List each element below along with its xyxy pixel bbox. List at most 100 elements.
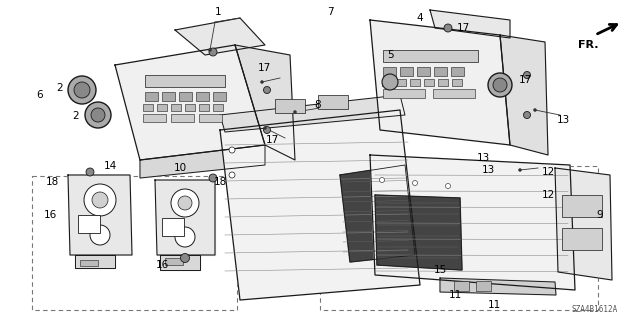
Bar bbox=[162, 92, 175, 101]
Bar bbox=[171, 114, 194, 122]
Circle shape bbox=[209, 48, 217, 56]
Text: 18: 18 bbox=[213, 177, 227, 187]
Text: 16: 16 bbox=[156, 260, 168, 270]
Polygon shape bbox=[68, 175, 132, 255]
Polygon shape bbox=[375, 195, 462, 270]
Bar bbox=[383, 50, 478, 62]
Circle shape bbox=[92, 192, 108, 208]
Polygon shape bbox=[220, 95, 405, 132]
Circle shape bbox=[209, 49, 211, 52]
Circle shape bbox=[68, 76, 96, 104]
Bar bbox=[145, 92, 158, 101]
Circle shape bbox=[382, 74, 398, 90]
Circle shape bbox=[209, 174, 217, 182]
Text: 4: 4 bbox=[417, 13, 423, 23]
Circle shape bbox=[175, 227, 195, 247]
Bar bbox=[157, 104, 167, 111]
Circle shape bbox=[493, 78, 507, 92]
Text: 10: 10 bbox=[173, 163, 187, 173]
Bar bbox=[476, 281, 491, 291]
Text: 1: 1 bbox=[214, 7, 221, 17]
Polygon shape bbox=[500, 35, 548, 155]
Text: 11: 11 bbox=[488, 300, 500, 310]
Bar bbox=[185, 104, 195, 111]
Bar bbox=[562, 195, 602, 217]
Circle shape bbox=[264, 126, 271, 133]
Bar bbox=[410, 79, 420, 86]
Bar bbox=[165, 258, 183, 265]
Bar bbox=[433, 89, 475, 98]
Bar bbox=[454, 281, 469, 291]
Text: 12: 12 bbox=[541, 190, 555, 200]
Polygon shape bbox=[220, 110, 420, 300]
Circle shape bbox=[264, 126, 266, 130]
Bar bbox=[562, 228, 602, 250]
Bar bbox=[143, 114, 166, 122]
Bar bbox=[275, 99, 305, 113]
Text: 17: 17 bbox=[456, 23, 470, 33]
Circle shape bbox=[90, 225, 110, 245]
Circle shape bbox=[518, 169, 522, 172]
Text: 14: 14 bbox=[104, 161, 116, 171]
Text: 13: 13 bbox=[481, 165, 495, 175]
Bar bbox=[452, 79, 462, 86]
Circle shape bbox=[524, 71, 531, 78]
Bar bbox=[171, 104, 181, 111]
Bar bbox=[199, 114, 222, 122]
Bar bbox=[196, 92, 209, 101]
Circle shape bbox=[91, 108, 105, 122]
Circle shape bbox=[445, 183, 451, 188]
Circle shape bbox=[229, 172, 235, 178]
Bar bbox=[80, 260, 98, 266]
Bar bbox=[145, 75, 225, 87]
Polygon shape bbox=[440, 278, 556, 295]
Text: 17: 17 bbox=[518, 75, 532, 85]
Text: 9: 9 bbox=[596, 210, 604, 220]
Bar bbox=[383, 67, 396, 76]
Circle shape bbox=[534, 108, 536, 111]
Circle shape bbox=[178, 196, 192, 210]
Text: 13: 13 bbox=[476, 153, 490, 163]
Polygon shape bbox=[370, 155, 575, 290]
Polygon shape bbox=[115, 45, 265, 160]
Bar bbox=[434, 67, 447, 76]
Polygon shape bbox=[430, 10, 510, 38]
Text: FR.: FR. bbox=[578, 40, 598, 50]
Polygon shape bbox=[75, 255, 115, 268]
Circle shape bbox=[294, 110, 296, 114]
Circle shape bbox=[74, 82, 90, 98]
Bar bbox=[383, 89, 425, 98]
Bar bbox=[424, 79, 434, 86]
Bar bbox=[162, 218, 184, 236]
Text: 6: 6 bbox=[36, 90, 44, 100]
Bar bbox=[438, 79, 448, 86]
Circle shape bbox=[524, 111, 531, 118]
Text: 5: 5 bbox=[387, 50, 394, 60]
Polygon shape bbox=[555, 168, 612, 280]
Polygon shape bbox=[370, 20, 510, 145]
Circle shape bbox=[444, 24, 452, 32]
Bar bbox=[396, 79, 406, 86]
Circle shape bbox=[86, 168, 94, 176]
Bar bbox=[451, 67, 464, 76]
Polygon shape bbox=[140, 145, 265, 178]
Polygon shape bbox=[340, 165, 415, 262]
Text: 17: 17 bbox=[257, 63, 271, 73]
Bar bbox=[400, 67, 413, 76]
Text: 15: 15 bbox=[433, 265, 447, 275]
Bar bbox=[213, 104, 223, 111]
Bar bbox=[382, 79, 392, 86]
Text: 18: 18 bbox=[45, 177, 59, 187]
Text: 2: 2 bbox=[57, 83, 63, 93]
Bar bbox=[213, 92, 226, 101]
Bar bbox=[143, 104, 153, 111]
Bar bbox=[417, 67, 430, 76]
Bar bbox=[179, 92, 192, 101]
Circle shape bbox=[380, 178, 385, 182]
Text: 2: 2 bbox=[73, 111, 79, 121]
Text: 7: 7 bbox=[326, 7, 333, 17]
Circle shape bbox=[260, 81, 264, 84]
Text: 13: 13 bbox=[556, 115, 570, 125]
Circle shape bbox=[171, 189, 199, 217]
Text: 16: 16 bbox=[44, 210, 56, 220]
